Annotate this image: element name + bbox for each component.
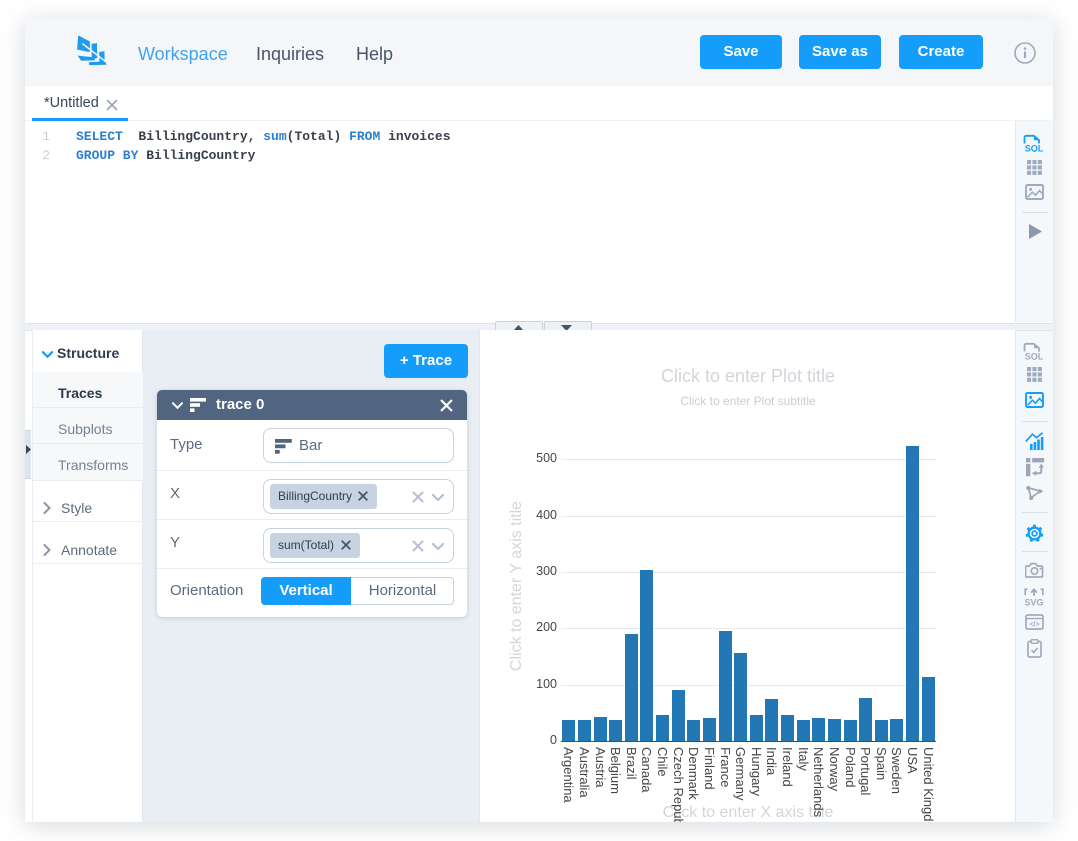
svg-text:SQL: SQL xyxy=(1025,352,1044,361)
svg-text:SQL: SQL xyxy=(1025,144,1044,153)
svg-text:</>: </> xyxy=(1029,622,1039,629)
svg-text:SVG: SVG xyxy=(1024,597,1043,606)
